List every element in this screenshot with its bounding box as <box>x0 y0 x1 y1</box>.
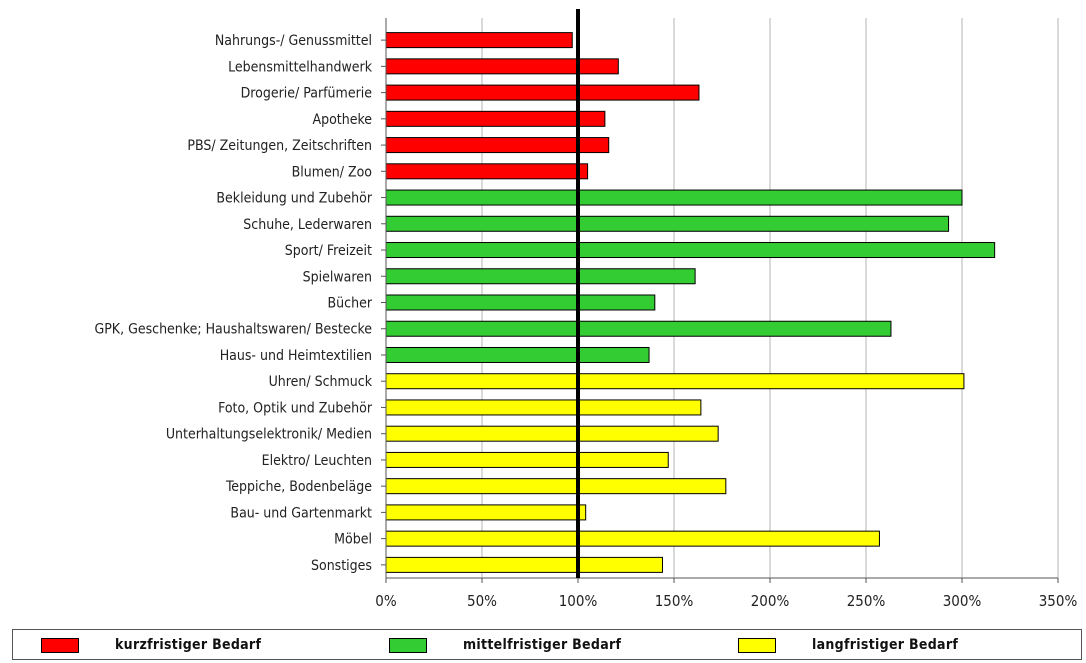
category-label: Foto, Optik und Zubehör <box>218 400 373 416</box>
bar <box>385 346 650 363</box>
category-label: GPK, Geschenke; Haushaltswaren/ Bestecke <box>94 322 372 338</box>
category-label: Lebensmittelhandwerk <box>228 59 373 75</box>
x-tick-label: 200% <box>751 592 790 610</box>
category-label: Nahrungs-/ Genussmittel <box>215 33 372 49</box>
category-labels: Nahrungs-/ Genussmittel Lebensmittelhandw… <box>94 33 372 574</box>
category-label: Sport/ Freizeit <box>285 243 372 259</box>
legend-label-kurz: kurzfristiger Bedarf <box>115 637 262 653</box>
legend-swatch-lang <box>738 637 776 653</box>
bar-chart: Nahrungs-/ Genussmittel Lebensmittelhandw… <box>94 9 1077 610</box>
category-label: Bekleidung und Zubehör <box>216 191 372 207</box>
x-tick-label: 250% <box>847 592 886 610</box>
category-label: Bau- und Gartenmarkt <box>230 505 372 521</box>
bar <box>385 268 696 285</box>
legend-item-kurz: kurzfristiger Bedarf <box>41 637 261 653</box>
category-label: Unterhaltungselektronik/ Medien <box>166 427 372 443</box>
x-tick-label: 0% <box>375 592 397 610</box>
category-label: Sonstiges <box>311 558 372 574</box>
bar <box>385 163 589 180</box>
bar <box>385 320 892 337</box>
bar <box>385 84 700 101</box>
legend-label-lang: langfristiger Bedarf <box>812 637 959 653</box>
x-tick-label: 300% <box>943 592 982 610</box>
category-label: Möbel <box>334 532 372 548</box>
x-tick-labels: 0% 50% 100% 150% 200% 250% 300% 350% <box>375 592 1077 610</box>
category-label: Schuhe, Lederwaren <box>243 217 372 233</box>
category-label: Bücher <box>328 296 373 312</box>
bar <box>385 215 950 232</box>
x-tick-label: 150% <box>655 592 694 610</box>
legend-item-mittel: mittelfristiger Bedarf <box>389 637 621 653</box>
category-label: Haus- und Heimtextilien <box>220 348 372 364</box>
bar <box>385 556 663 573</box>
category-label: Elektro/ Leuchten <box>262 453 372 469</box>
category-label: PBS/ Zeitungen, Zeitschriften <box>187 138 372 154</box>
bar <box>385 32 573 49</box>
category-label: Blumen/ Zoo <box>292 164 373 180</box>
legend-swatch-mittel <box>389 637 427 653</box>
legend-label-mittel: mittelfristiger Bedarf <box>463 637 622 653</box>
category-label: Drogerie/ Parfümerie <box>241 86 373 102</box>
bar <box>385 425 719 442</box>
bar <box>385 399 702 416</box>
bar <box>385 530 880 547</box>
bars <box>385 32 996 573</box>
legend: kurzfristiger Bedarf mittelfristiger Bed… <box>12 629 1082 660</box>
category-label: Uhren/ Schmuck <box>269 374 373 390</box>
legend-swatch-kurz <box>41 637 79 653</box>
category-label: Teppiche, Bodenbeläge <box>225 479 372 495</box>
bar <box>385 451 669 468</box>
category-label: Apotheke <box>312 112 372 128</box>
x-tick-label: 100% <box>559 592 598 610</box>
bar <box>385 110 606 127</box>
bar <box>385 478 727 495</box>
bar <box>385 58 619 75</box>
category-label: Spielwaren <box>303 269 372 285</box>
x-tick-label: 350% <box>1039 592 1078 610</box>
bar <box>385 189 963 206</box>
x-tick-label: 50% <box>467 592 497 610</box>
legend-item-lang: langfristiger Bedarf <box>738 637 958 653</box>
axes <box>381 9 1059 583</box>
bar <box>385 137 610 154</box>
bar <box>385 504 587 521</box>
bar <box>385 373 965 390</box>
bar <box>385 294 656 311</box>
bar <box>385 242 996 259</box>
